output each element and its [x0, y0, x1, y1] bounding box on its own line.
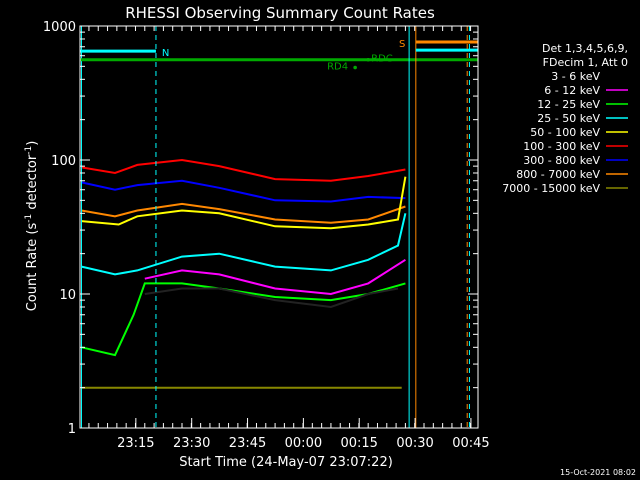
x-tick-label: 23:45 — [229, 436, 266, 451]
legend-entry-label: 300 - 800 keV — [523, 154, 600, 167]
annotation-label: RDC — [371, 54, 393, 65]
x-tick-label: 23:15 — [117, 436, 154, 451]
annotation-label: N — [162, 48, 169, 59]
plot-area: N S RD4 RDC — [79, 25, 479, 429]
legend: Det 1,3,4,5,6,9,FDecim 1, Att 03 - 6 keV… — [502, 42, 628, 195]
x-tick-label: 00:15 — [340, 436, 377, 451]
x-tick-label: 00:00 — [285, 436, 322, 451]
y-tick-label: 1000 — [43, 20, 76, 35]
y-axis-label-part: ) — [25, 141, 40, 146]
x-axis-label: Start Time (24-May-07 23:07:22) — [179, 455, 393, 470]
x-tick-label: 23:30 — [173, 436, 210, 451]
plot-frame — [79, 25, 479, 429]
rdc-marker — [366, 57, 370, 62]
annotation-label: S — [399, 39, 405, 50]
y-tick-label: 10 — [59, 288, 76, 303]
series-line-25-50-kev — [81, 213, 407, 276]
legend-title: FDecim 1, Att 0 — [543, 56, 628, 69]
legend-entry-label: 50 - 100 keV — [530, 126, 600, 139]
series-line-300-800-kev — [81, 179, 406, 203]
timestamp: 15-Oct-2021 08:02 — [560, 468, 636, 477]
y-axis-label-superscript: -1 — [24, 214, 34, 223]
series-line-3-6-kev — [144, 287, 399, 309]
legend-entry-label: 100 - 300 keV — [523, 140, 600, 153]
series-line-12-25-kev — [81, 282, 406, 357]
series-line-100-300-kev — [81, 158, 406, 182]
x-axis-ticks: 23:15 23:30 23:45 00:00 00:15 00:30 00:45 — [88, 26, 490, 451]
series-line-50-100-kev — [81, 176, 407, 230]
y-axis-ticks: 1 10 100 1000 — [43, 20, 478, 437]
legend-title: Det 1,3,4,5,6,9, — [542, 42, 628, 55]
legend-entry-label: 3 - 6 keV — [551, 70, 600, 83]
legend-entry-label: 12 - 25 keV — [537, 98, 600, 111]
legend-entry-label: 800 - 7000 keV — [516, 168, 600, 181]
series-line-6-12-kev — [144, 258, 406, 296]
y-axis-label: Count Rate (s-1 detector-1) — [24, 141, 40, 312]
y-axis-label-part: detector — [25, 154, 40, 214]
annotation-label: RD4 — [327, 62, 348, 73]
rd4-marker — [353, 65, 357, 70]
chart-title: RHESSI Observing Summary Count Rates — [125, 4, 435, 22]
y-axis-label-superscript: -1 — [24, 146, 34, 155]
legend-entry-label: 7000 - 15000 keV — [502, 182, 600, 195]
series-line-800-7000-kev — [81, 202, 406, 224]
legend-entry-label: 25 - 50 keV — [537, 112, 600, 125]
x-tick-label: 00:30 — [396, 436, 433, 451]
y-tick-label: 100 — [51, 154, 76, 169]
legend-entry-label: 6 - 12 keV — [544, 84, 600, 97]
y-axis-label-part: Count Rate (s — [25, 223, 40, 312]
x-tick-label: 00:45 — [452, 436, 489, 451]
y-tick-label: 1 — [68, 422, 76, 437]
